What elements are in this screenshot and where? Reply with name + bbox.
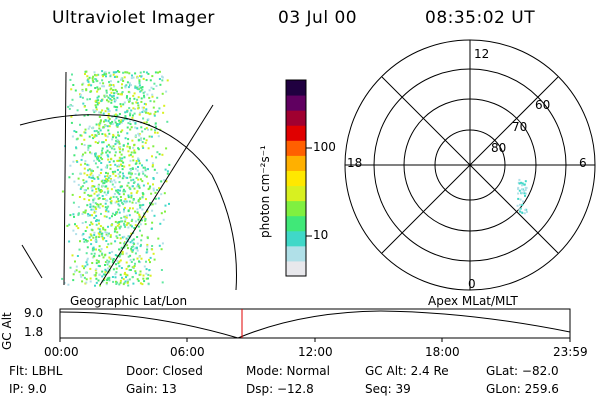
- grid-line-3: [21, 244, 43, 279]
- mlt-label-12: 12: [474, 47, 490, 61]
- x-tick-2359: 23:59: [553, 345, 588, 359]
- earth-limb-arc: [19, 114, 237, 291]
- colorbar-band: [286, 80, 306, 96]
- apex-title: Apex MLat/MLT: [428, 294, 518, 308]
- colorbar-band: [286, 140, 306, 156]
- x-tick-1800: 18:00: [425, 345, 460, 359]
- status-dsp: Dsp: −12.8: [246, 382, 314, 396]
- mlat-label-80: 80: [491, 141, 507, 155]
- status-gain: Gain: 13: [126, 382, 177, 396]
- app-title: Ultraviolet Imager: [52, 8, 215, 28]
- mlt-label-6: 6: [579, 156, 587, 170]
- x-tick-0600: 06:00: [170, 345, 205, 359]
- colorbar-band: [286, 170, 306, 187]
- colorbar-band: [286, 200, 306, 217]
- colorbar-band: [286, 260, 306, 277]
- status-filter: Flt: LBHL: [9, 364, 63, 378]
- status-glat: GLat: −82.0: [486, 364, 559, 378]
- colorbar-band: [286, 155, 306, 171]
- y-max-label: 9.0: [24, 306, 44, 320]
- status-ip: IP: 9.0: [9, 382, 47, 396]
- date-label: 03 Jul 00: [278, 8, 358, 28]
- status-gc-alt: GC Alt: 2.4 Re: [365, 364, 449, 378]
- status-door: Door: Closed: [126, 364, 203, 378]
- mlat-label-70: 70: [512, 120, 528, 134]
- status-glon: GLon: 259.6: [486, 382, 559, 396]
- grid-line-2: [99, 104, 214, 286]
- mlt-label-0: 0: [468, 277, 476, 291]
- colorbar-band: [286, 245, 306, 262]
- colorbar-tick-10: 10: [313, 228, 329, 242]
- mlat-label-60: 60: [535, 98, 551, 112]
- colorbar-band: [286, 125, 306, 141]
- time-label: 08:35:02 UT: [425, 8, 536, 28]
- x-tick-0000: 00:00: [44, 345, 79, 359]
- mlt-label-18: 18: [347, 156, 363, 170]
- x-tick-1200: 12:00: [298, 345, 333, 359]
- colorbar-band: [286, 230, 306, 247]
- colorbar-band: [286, 185, 306, 202]
- geographic-title: Geographic Lat/Lon: [70, 294, 188, 308]
- colorbar-band: [286, 215, 306, 232]
- colorbar-band: [286, 95, 306, 111]
- aurora-emission-pixels: [61, 70, 171, 287]
- colorbar-band: [286, 110, 306, 126]
- altitude-curve: [59, 310, 571, 339]
- grid-line-1: [63, 71, 67, 286]
- status-mode: Mode: Normal: [246, 364, 330, 378]
- polar-emission-patch: [516, 178, 528, 215]
- colorbar-tick-100: 100: [313, 140, 336, 154]
- status-seq: Seq: 39: [365, 382, 411, 396]
- y-min-label: 1.8: [24, 325, 44, 339]
